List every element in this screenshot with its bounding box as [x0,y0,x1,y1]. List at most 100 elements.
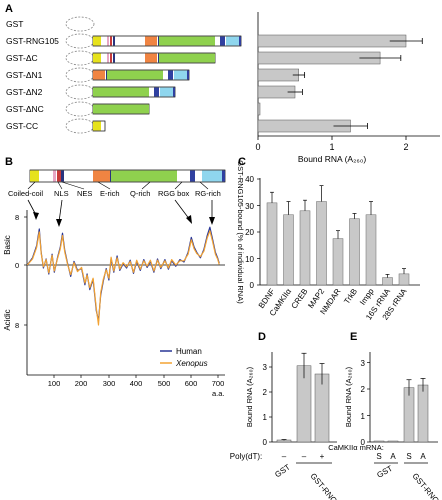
d-sign: – [302,452,307,461]
c-y-axis-label: GST-RNG105-bound (% of individual RNA) [236,160,245,304]
e-y-tick-label: 2 [361,385,366,394]
e-strand: A [420,452,426,461]
domain-segment [93,121,101,131]
a-bar [257,102,261,116]
c-y-tick-label: 30 [245,202,254,211]
domain-segment [220,36,225,46]
domain-label-coiled-coil: Coiled-coil [8,189,43,198]
e-bar [403,387,415,443]
domain-segment [154,87,159,97]
domain-segment [93,87,149,97]
construct-label-dn2: GST-ΔN2 [6,87,43,97]
panel-letter-c: C [238,156,246,168]
domain-segment [160,87,173,97]
e-row-label: CaMKIIα mRNA: [328,443,384,452]
gst-tag [65,67,95,83]
domain-segment [226,36,239,46]
domain-segment [107,53,109,63]
pointer-line [199,181,209,190]
domain-label-nes: NES [77,189,92,198]
b-x-tick-label: 100 [48,379,61,388]
b-x-unit: a.a. [212,389,225,398]
domain-segment [145,36,157,46]
domain-segment [222,170,225,182]
domain-segment [106,70,107,80]
domain-segment [187,70,189,80]
domain-segment [93,104,149,114]
domain-segment [111,170,177,182]
d-y-ticks [269,366,272,443]
a-x-tick-label: 2 [403,142,408,152]
b-x-tick-label: 400 [130,379,143,388]
domain-label-nls: NLS [54,189,69,198]
pointer-line [174,181,183,190]
domain-label-e-rich: E-rich [100,189,120,198]
c-y-tick-label: 20 [245,228,254,237]
c-bar [316,201,327,286]
pointer-line [97,181,111,190]
gst-tag [65,50,95,66]
gst-tag [65,101,95,117]
domain-segment [93,170,110,182]
domain-segment [110,170,111,182]
domain-segment [158,53,159,63]
b-x-tick-label: 500 [158,379,171,388]
d-y-tick-label: 1 [263,413,268,422]
gst-tag [65,118,95,134]
construct-label-dc: GST-ΔC [6,53,38,63]
e-bar [373,440,385,443]
legend-label-xenopus: Xenopus [175,359,208,368]
arrow-head [56,219,62,227]
domain-segment [239,36,241,46]
domain-segment [53,170,56,182]
pointer-line [141,181,151,190]
arrow-head [33,212,39,220]
d-row-label: Poly(dT): [230,452,262,461]
d-y-axis-label: Bound RNA (A₂₆₀) [245,366,254,427]
domain-segment [61,170,64,182]
construct-label-dnc: GST-ΔNC [6,104,44,114]
b-x-tick-label: 600 [185,379,198,388]
c-bar [349,218,360,286]
domain-segment [110,36,112,46]
a-bar [257,34,407,48]
b-x-tick-labels: 100 200 300 400 500 600 700 [48,379,225,388]
gst-tags [65,16,95,134]
e-strand: A [390,452,396,461]
c-bar [266,202,278,286]
c-y-tick-label: 10 [245,255,254,264]
e-y-axis-label: Bound RNA (A₂₆₀) [344,366,353,427]
panel-a: GST GST-RNG105 GST-ΔC GST-ΔN1 GST-ΔN2 GS… [6,12,440,164]
gst-tag [65,84,95,100]
construct-label-dn1: GST-ΔN1 [6,70,43,80]
domain-segment [93,53,101,63]
domain-segment [107,36,109,46]
panel-c: 0 10 20 30 40 GST-RNG105-bound (% of ind… [236,160,420,322]
e-strand: S [376,452,381,461]
domain-segment [107,70,163,80]
c-x-tick-label: TrkB [342,287,359,306]
domain-label-q-rich: Q-rich [130,189,150,198]
b-y-tick-zero: 0 [15,261,19,270]
arrow-head [209,217,215,225]
e-y-ticks [367,362,370,443]
e-group-label: GST-RNG105 [410,472,442,500]
domain-segment [57,170,61,182]
c-bar [382,277,393,286]
domain-map [29,169,226,183]
construct-label-rng105: GST-RNG105 [6,36,59,46]
domain-segment [202,170,222,182]
panel-d: 0 1 2 3 Bound RNA (A₂₆₀) Poly(dT): – – +… [230,352,348,500]
e-bar [387,440,399,443]
construct-labels: GST GST-RNG105 GST-ΔC GST-ΔN1 GST-ΔN2 GS… [6,19,59,131]
domain-segment [159,36,215,46]
panel-letter-d: D [258,331,266,343]
d-y-tick-label: 3 [263,363,268,372]
a-x-tick-label: 1 [329,142,334,152]
a-bar [257,68,299,82]
arrow-shaft [174,199,191,221]
domain-label-rgg-box: RGG box [158,189,190,198]
b-ticks [24,216,219,378]
